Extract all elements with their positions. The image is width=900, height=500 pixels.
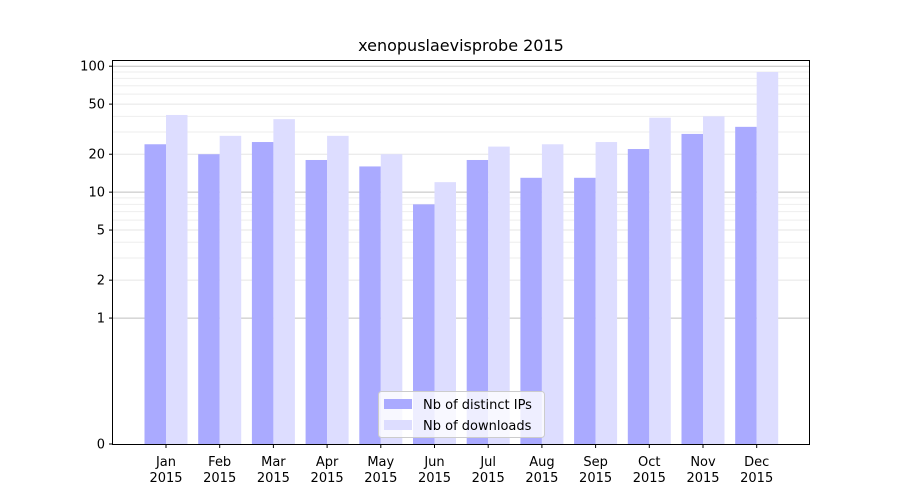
x-tick-label: Feb 2015 — [203, 455, 236, 486]
x-tick-label: Mar 2015 — [257, 455, 290, 486]
bar-nb-of-distinct-ips — [413, 204, 435, 444]
y-tick-label: 0 — [97, 438, 105, 453]
bar-nb-of-downloads — [327, 135, 349, 444]
bar-nb-of-downloads — [595, 142, 618, 444]
y-tick-label: 100 — [80, 60, 105, 75]
y-tick-label: 20 — [88, 148, 105, 163]
bar-nb-of-distinct-ips — [574, 177, 596, 444]
legend-swatch — [384, 399, 412, 409]
x-tick-label: Nov 2015 — [686, 455, 719, 486]
bar-nb-of-distinct-ips — [735, 126, 757, 445]
bar-nb-of-downloads — [649, 117, 671, 444]
x-tick-label: Oct 2015 — [633, 455, 666, 486]
bar-nb-of-distinct-ips — [520, 177, 542, 444]
x-axis: Jan 2015 Feb 2015 Mar 2015 Apr 2015 May 2015 Jun 20… — [149, 444, 773, 486]
bar-nb-of-downloads — [756, 71, 779, 445]
x-tick-label: Sep 2015 — [579, 455, 612, 486]
x-tick-label: Dec 2015 — [740, 455, 773, 486]
bar-nb-of-downloads — [541, 144, 564, 444]
bar-nb-of-downloads — [219, 135, 242, 444]
legend-label: Nb of downloads — [423, 419, 532, 434]
bar-nb-of-distinct-ips — [305, 159, 328, 444]
bars — [144, 71, 779, 445]
y-tick-label: 1 — [97, 312, 105, 327]
chart-title: xenopuslaevisprobe 2015 — [358, 36, 564, 55]
bar-nb-of-distinct-ips — [198, 154, 220, 444]
bar-nb-of-downloads — [380, 154, 403, 444]
x-tick-label: Jan 2015 — [149, 455, 182, 486]
legend-box — [378, 391, 545, 438]
bar-nb-of-distinct-ips — [681, 133, 703, 445]
bar-nb-of-distinct-ips — [466, 159, 489, 444]
x-tick-label: Jul 2015 — [472, 455, 505, 486]
legend-swatch — [384, 420, 412, 430]
bar-nb-of-downloads — [166, 114, 188, 445]
x-tick-label: Apr 2015 — [311, 455, 344, 486]
legend-label: Nb of distinct IPs — [423, 398, 532, 413]
bar-nb-of-distinct-ips — [627, 149, 650, 445]
x-tick-label: Aug 2015 — [525, 455, 558, 486]
y-tick-label: 2 — [97, 274, 105, 289]
bar-nb-of-distinct-ips — [144, 144, 166, 444]
bar-nb-of-downloads — [703, 116, 725, 444]
y-axis: 0 1 2 5 10 20 50 100 — [80, 60, 113, 453]
bar-nb-of-downloads — [434, 182, 456, 444]
y-tick-label: 5 — [97, 224, 105, 239]
legend: Nb of distinct IPs Nb of downloads — [378, 391, 545, 438]
y-tick-label: 10 — [88, 186, 105, 201]
bar-nb-of-distinct-ips — [251, 142, 274, 444]
x-tick-label: Jun 2015 — [418, 455, 451, 486]
bar-nb-of-downloads — [273, 119, 295, 445]
bar-nb-of-downloads — [488, 146, 510, 445]
x-tick-label: May 2015 — [364, 455, 397, 486]
plot-area-frame — [112, 60, 810, 445]
y-tick-label: 50 — [88, 98, 105, 113]
bar-nb-of-distinct-ips — [359, 166, 381, 444]
